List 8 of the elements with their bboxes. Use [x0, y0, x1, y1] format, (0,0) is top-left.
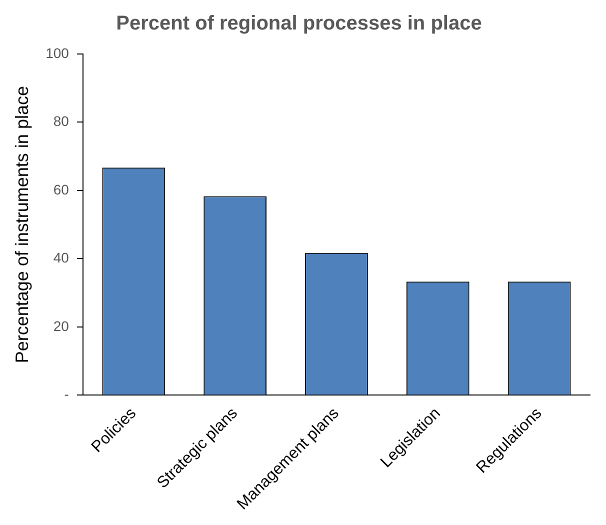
y-tick-label: -: [64, 386, 70, 402]
chart-title: Percent of regional processes in place: [116, 12, 482, 35]
y-tick-label: 60: [53, 181, 70, 198]
y-tick-label: 100: [46, 44, 70, 61]
y-axis-title: Percentage of instruments in place: [12, 86, 32, 364]
y-tick-label: 80: [53, 113, 70, 130]
y-tick-label: 20: [53, 318, 70, 334]
y-tick-label: 40: [53, 250, 70, 266]
